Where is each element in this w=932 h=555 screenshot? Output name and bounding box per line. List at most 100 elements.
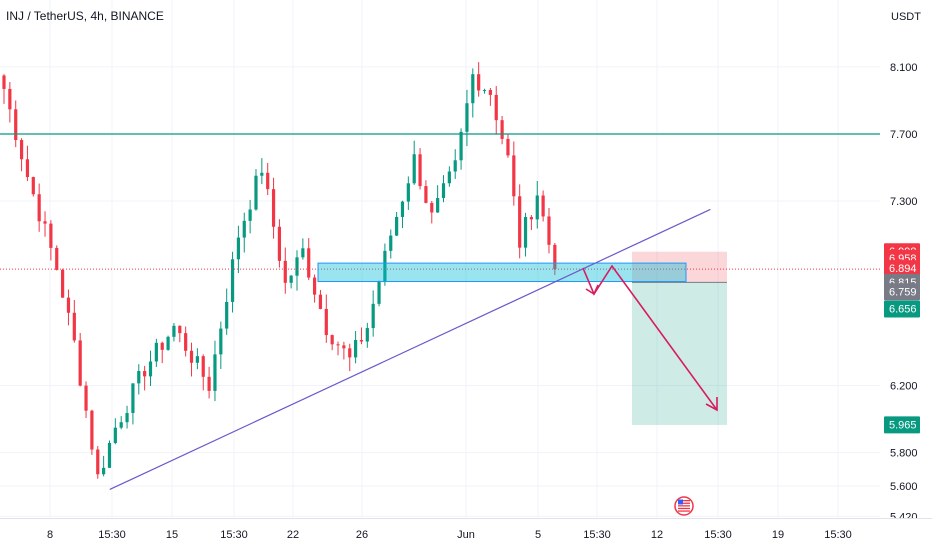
candle-up	[459, 128, 463, 170]
time-tick-label: Jun	[457, 529, 475, 541]
candle-up	[254, 169, 258, 211]
candle-body	[465, 103, 469, 132]
candle-down	[178, 325, 182, 343]
price-tick-label: 8.100	[890, 62, 918, 74]
candle-up	[389, 229, 393, 259]
candle-body	[418, 154, 422, 187]
candle-body	[383, 250, 387, 282]
candle-body	[377, 281, 381, 304]
candle-body	[277, 226, 282, 261]
candle-down	[312, 274, 317, 303]
candle-body	[260, 172, 264, 176]
candle-down	[494, 86, 498, 135]
candle-up	[365, 322, 369, 348]
candle-down	[506, 134, 510, 158]
candle-down	[37, 183, 41, 232]
candle-up	[465, 89, 469, 147]
candle-body	[72, 312, 76, 341]
candle-body	[189, 350, 194, 363]
candle-body	[84, 385, 88, 411]
price-tag	[884, 300, 920, 318]
candle-down	[84, 381, 88, 419]
candle-body	[336, 344, 340, 346]
candle-up	[260, 158, 264, 185]
candle-down	[477, 62, 481, 97]
candle-body	[25, 159, 30, 178]
candle-body	[389, 235, 393, 251]
candle-up	[535, 180, 539, 229]
candle-down	[8, 82, 12, 123]
candle-down	[189, 342, 194, 377]
candle-body	[330, 335, 334, 345]
candle-down	[330, 334, 334, 351]
candle-up	[371, 290, 375, 337]
candle-body	[55, 247, 59, 270]
candle-up	[301, 238, 305, 260]
candle-body	[225, 301, 229, 329]
price-tick-label: 5.600	[890, 481, 918, 493]
candle-up	[482, 88, 487, 94]
candle-body	[96, 449, 100, 475]
projection-arrow-path	[582, 264, 718, 411]
candle-body	[283, 260, 287, 283]
candle-body	[400, 201, 405, 217]
candle-down	[271, 177, 276, 239]
candle-up	[195, 348, 199, 370]
candle-body	[436, 198, 440, 213]
time-tick-label: 5	[535, 529, 541, 541]
time-tick-label: 15:30	[98, 529, 126, 541]
price-axis: 8.1007.7007.3006.2005.8005.6005.4206.998…	[880, 0, 932, 550]
candle-body	[301, 248, 305, 258]
candle-up	[236, 225, 240, 274]
candle-body	[342, 345, 346, 349]
price-tag	[884, 416, 920, 434]
time-tick-label: 22	[287, 529, 299, 541]
candle-down	[518, 184, 522, 259]
support-zone-box	[317, 262, 687, 283]
candle-body	[412, 154, 416, 184]
candle-body	[66, 297, 71, 313]
candle-body	[471, 74, 475, 104]
candle-body	[207, 376, 211, 391]
candle-body	[219, 328, 223, 355]
candle-down	[160, 341, 164, 364]
drawings-background	[632, 251, 727, 425]
candle-body	[424, 186, 428, 203]
candle-body	[49, 223, 53, 248]
candle-down	[529, 215, 533, 231]
candle-down	[66, 289, 71, 326]
candle-down	[359, 327, 364, 345]
candle-down	[143, 365, 147, 391]
candle-up	[447, 166, 451, 187]
candle-down	[547, 208, 551, 254]
candle-down	[19, 138, 24, 172]
candle-body	[195, 356, 199, 363]
flag-stripe	[678, 507, 690, 510]
time-tick-label: 8	[47, 529, 53, 541]
candle-body	[90, 410, 94, 450]
candle-body	[354, 340, 358, 358]
candle-down	[307, 238, 311, 281]
candle-body	[78, 340, 82, 386]
candle-body	[371, 303, 375, 329]
arrow-head-target-icon	[705, 397, 718, 412]
candle-body	[324, 308, 328, 336]
time-axis: 8 15:30 15 15:30 22 26 Jun 5 15:30 12 15:30 19 15:30	[0, 518, 932, 550]
candle-up	[471, 68, 475, 118]
candle-up	[225, 288, 229, 335]
us-flag-icon[interactable]	[674, 496, 694, 516]
candle-up	[113, 418, 117, 445]
candle-up	[119, 416, 123, 430]
candle-body	[119, 422, 123, 428]
flag-stripe	[678, 502, 690, 504]
candle-body	[230, 259, 235, 302]
candle-up	[383, 243, 387, 286]
candle-body	[289, 275, 293, 283]
grid	[0, 0, 880, 518]
candle-up	[219, 321, 223, 369]
candle-up	[166, 335, 170, 351]
time-axis-bg	[0, 518, 932, 550]
candle-down	[541, 190, 545, 222]
candle-body	[254, 175, 258, 210]
